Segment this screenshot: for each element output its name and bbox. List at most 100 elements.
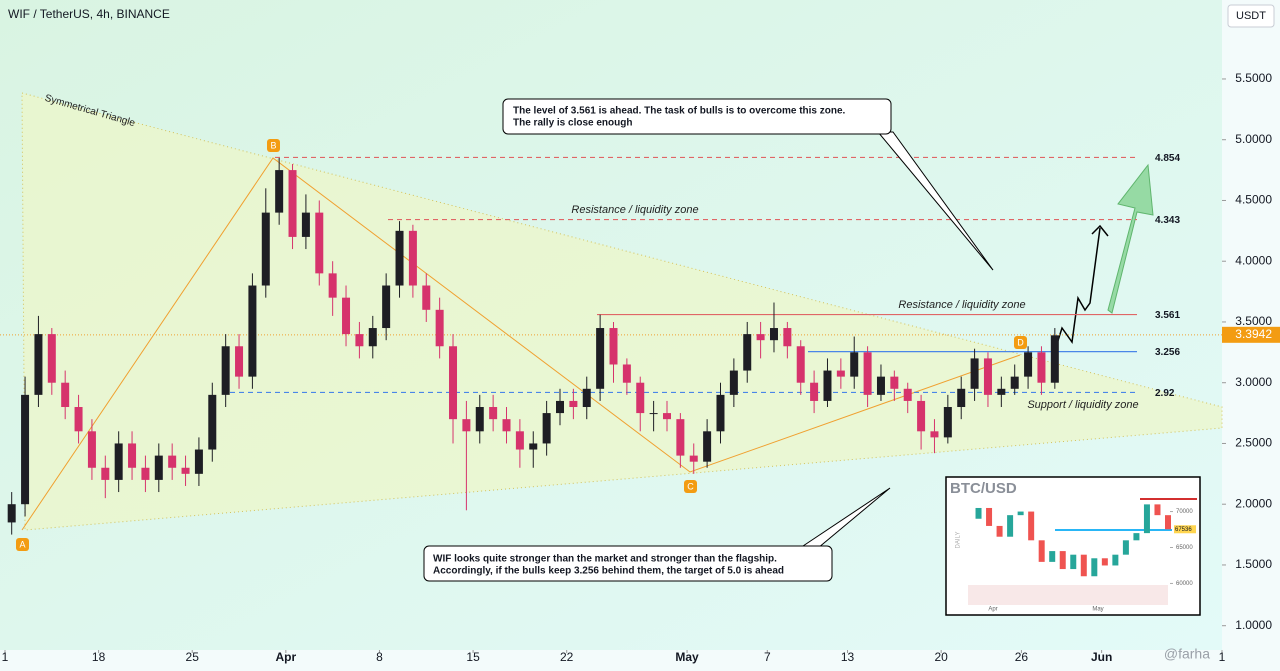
candle-body — [208, 394, 217, 450]
candle-body — [248, 285, 257, 377]
candle-body — [1024, 352, 1033, 377]
x-tick-label: May — [675, 650, 699, 664]
candle-body — [716, 394, 725, 432]
inset-candle — [1091, 558, 1098, 577]
candle-body — [261, 212, 270, 286]
candle-body — [542, 413, 551, 444]
inset-candle — [1049, 551, 1056, 562]
candle-body — [796, 346, 805, 383]
candle-body — [556, 400, 565, 414]
x-tick-label: Apr — [276, 650, 297, 664]
candle-body — [21, 394, 30, 505]
candle-body — [368, 328, 377, 347]
candle-body — [1010, 376, 1019, 389]
candle-body — [957, 388, 966, 408]
target-arrow — [1107, 163, 1154, 314]
x-tick-label: 1 — [2, 650, 9, 664]
y-tick-label: 2.5000 — [1235, 436, 1272, 450]
candle-body — [221, 346, 230, 395]
candle-body — [836, 370, 845, 377]
point-labels — [16, 139, 1027, 551]
candle-body — [141, 467, 150, 480]
note-line: The rally is close enough — [513, 118, 632, 129]
inset-candle — [1028, 511, 1035, 541]
candle-body — [810, 382, 819, 401]
candle-body — [475, 407, 484, 432]
x-tick-label: 7 — [764, 650, 771, 664]
chart-title: WIF / TetherUS, 4h, BINANCE — [8, 7, 170, 21]
point-badge — [684, 480, 697, 493]
candle-body — [34, 334, 43, 395]
candle-body — [61, 382, 70, 408]
candle-body — [194, 449, 203, 474]
candle-body — [983, 358, 992, 395]
x-tick-label: 8 — [376, 650, 383, 664]
candle-body — [823, 370, 832, 401]
x-tick-label: 13 — [841, 650, 855, 664]
current-price-label: 3.3942 — [1235, 327, 1272, 341]
candle-body — [114, 443, 123, 480]
candle-body — [636, 382, 645, 414]
note-line: WIF looks quite stronger than the market… — [433, 554, 777, 565]
candle-body — [408, 230, 417, 286]
candle-body — [609, 328, 618, 365]
candle-body — [943, 407, 952, 438]
level-label: 2.92 — [1155, 388, 1175, 399]
candle-body — [515, 431, 524, 450]
y-tick-label: 1.0000 — [1235, 618, 1272, 632]
candle-body — [930, 431, 939, 438]
inset-y-tick-label: 60000 — [1176, 581, 1193, 587]
candle-body — [462, 419, 471, 432]
candle-body — [689, 455, 698, 462]
inset-candle — [1133, 533, 1140, 541]
candle-body — [342, 297, 351, 335]
inset-candle — [1122, 540, 1129, 555]
currency-label[interactable]: USDT — [1236, 10, 1266, 22]
candle-body — [649, 413, 658, 415]
candle-body — [1037, 352, 1046, 383]
callout-box — [423, 545, 833, 582]
inset-title: BTC/USD — [950, 480, 1017, 497]
candle-body — [890, 376, 899, 389]
candle-body — [355, 334, 364, 347]
candle-body — [662, 413, 671, 420]
candle-body — [47, 334, 56, 383]
callout-box — [502, 98, 892, 135]
zone-label: Support / liquidity zone — [1027, 399, 1138, 411]
current-price-tag — [1222, 326, 1280, 343]
zone-label: Resistance / liquidity zone — [898, 299, 1025, 311]
candle-body — [743, 334, 752, 371]
inset-price-tag — [1174, 525, 1196, 534]
inset-y-tick-label: 70000 — [1176, 509, 1193, 515]
x-tick-label: 22 — [560, 650, 574, 664]
inset-candle — [1017, 511, 1024, 516]
candle-body — [7, 504, 16, 523]
inset-candle — [1038, 540, 1045, 562]
x-tick-label: 15 — [466, 650, 480, 664]
candle-body — [382, 285, 391, 329]
arrow-head — [1091, 224, 1109, 237]
candle-body — [596, 328, 605, 389]
candle-body — [315, 212, 324, 274]
candle-body — [569, 400, 578, 408]
candle-body — [997, 388, 1006, 395]
y-tick-label: 3.0000 — [1235, 375, 1272, 389]
inset-axis-label: DAILY — [956, 532, 962, 549]
candle-body — [582, 388, 591, 408]
candle-body — [529, 443, 538, 450]
level-label: 3.256 — [1155, 347, 1180, 358]
inset-candle — [1101, 558, 1108, 566]
candle-body — [622, 364, 631, 383]
candle-body — [301, 212, 310, 237]
inset-candle — [1059, 551, 1066, 570]
x-tick-label: Jun — [1091, 650, 1112, 664]
candle-body — [729, 370, 738, 395]
currency-button[interactable] — [1227, 4, 1275, 28]
inset-candle — [1154, 504, 1161, 516]
candle-body — [395, 230, 404, 286]
candle-body — [101, 467, 110, 480]
note-line: Accordingly, if the bulls keep 3.256 beh… — [433, 566, 784, 577]
level-label: 3.561 — [1155, 310, 1180, 321]
point-label: D — [1017, 337, 1024, 347]
